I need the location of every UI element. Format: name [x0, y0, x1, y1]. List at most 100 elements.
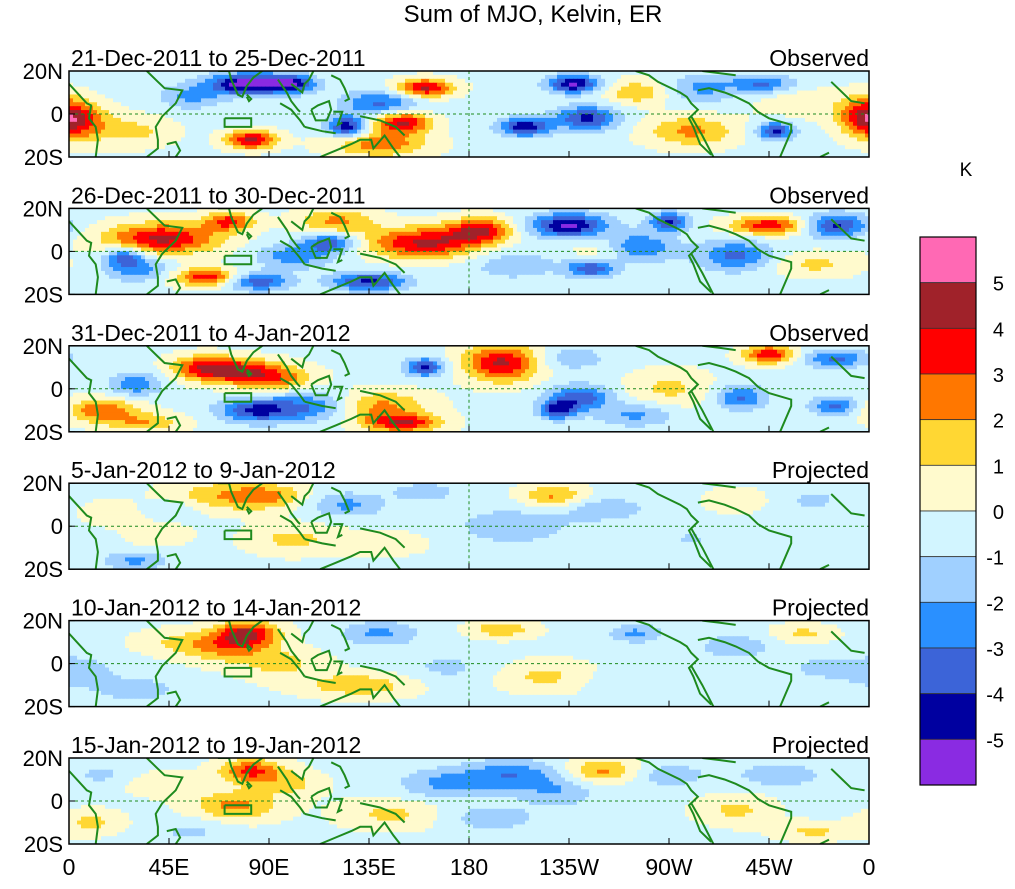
heat-cell: [493, 133, 498, 138]
heat-cell: [285, 98, 290, 103]
heat-cell: [297, 90, 302, 95]
heat-cell: [709, 153, 714, 157]
heat-cell: [169, 133, 174, 138]
heat-cell: [797, 137, 802, 142]
heat-cell: [585, 71, 590, 76]
heat-cell: [269, 149, 274, 154]
heat-cell: [101, 86, 106, 92]
heat-cell: [381, 71, 386, 76]
heat-cell: [297, 141, 302, 146]
heat-cell: [553, 94, 558, 99]
heat-cell: [253, 94, 258, 99]
heat-cell: [357, 98, 362, 103]
heat-cell: [109, 141, 114, 146]
heat-cell: [801, 153, 806, 157]
heat-cell: [729, 98, 734, 103]
heat-cell: [297, 208, 302, 213]
heat-cell: [637, 129, 642, 135]
heat-cell: [269, 98, 274, 103]
heat-cell: [101, 94, 106, 99]
heat-cell: [665, 71, 670, 76]
heat-cell: [185, 133, 190, 138]
heat-cell: [793, 153, 798, 157]
heat-cell: [225, 94, 230, 99]
heat-cell: [545, 153, 550, 157]
heat-cell: [637, 133, 642, 138]
heat-cell: [113, 94, 118, 99]
heat-cell: [801, 94, 806, 99]
heat-cell: [93, 212, 98, 217]
heat-cell: [821, 145, 826, 150]
heat-cell: [637, 90, 642, 95]
heat-cell: [89, 153, 94, 157]
heat-cell: [377, 90, 382, 95]
heat-cell: [629, 90, 634, 95]
heat-cell: [241, 125, 246, 131]
heat-cell: [521, 117, 526, 123]
heat-cell: [581, 82, 586, 88]
heat-cell: [133, 114, 138, 119]
heat-cell: [213, 153, 218, 157]
heat-cell: [689, 149, 694, 154]
heat-cell: [737, 141, 742, 146]
heat-cell: [281, 149, 286, 154]
heat-cell: [265, 90, 270, 95]
heat-cell: [417, 141, 422, 146]
heat-cell: [393, 216, 398, 221]
heat-cell: [125, 141, 130, 146]
heat-cell: [397, 102, 402, 107]
heat-cell: [385, 216, 390, 221]
heat-cell: [793, 78, 798, 84]
heat-cell: [805, 137, 810, 142]
heat-cell: [297, 94, 302, 99]
heat-cell: [537, 110, 542, 115]
heat-cell: [161, 117, 166, 123]
heat-cell: [505, 90, 510, 95]
heat-cell: [145, 117, 150, 123]
heat-cell: [589, 208, 594, 213]
heat-cell: [221, 110, 226, 115]
heat-cell: [841, 137, 846, 142]
heat-cell: [261, 121, 266, 127]
heat-cell: [105, 125, 110, 131]
heat-cell: [409, 78, 414, 84]
heat-cell: [641, 102, 646, 107]
heat-cell: [541, 121, 546, 127]
heat-cell: [481, 129, 486, 135]
heat-cell: [149, 90, 154, 95]
heat-cell: [525, 110, 530, 115]
heat-cell: [513, 98, 518, 103]
heat-cell: [857, 102, 862, 107]
heat-cell: [365, 141, 370, 146]
heat-cell: [105, 71, 110, 76]
heat-cell: [77, 208, 82, 213]
heat-cell: [761, 94, 766, 99]
heat-cell: [465, 114, 470, 119]
heat-cell: [853, 71, 858, 76]
heat-cell: [849, 212, 854, 217]
heat-cell: [421, 137, 426, 142]
heat-cell: [637, 216, 642, 221]
heat-cell: [413, 117, 418, 123]
heat-cell: [541, 129, 546, 135]
heat-cell: [845, 98, 850, 103]
heat-cell: [393, 153, 398, 157]
heat-cell: [337, 86, 342, 92]
heat-cell: [361, 216, 366, 221]
heat-cell: [409, 145, 414, 150]
heat-cell: [417, 71, 422, 76]
heat-cell: [121, 137, 126, 142]
heat-cell: [605, 145, 610, 150]
heat-cell: [377, 153, 382, 157]
heat-cell: [465, 212, 470, 217]
heat-cell: [333, 94, 338, 99]
heat-cell: [625, 74, 630, 80]
heat-cell: [333, 137, 338, 142]
heat-cell: [545, 216, 550, 221]
heat-cell: [113, 114, 118, 119]
heat-cell: [541, 216, 546, 221]
heat-cell: [737, 110, 742, 115]
heat-cell: [321, 102, 326, 107]
heat-cell: [413, 121, 418, 127]
heat-cell: [457, 74, 462, 80]
